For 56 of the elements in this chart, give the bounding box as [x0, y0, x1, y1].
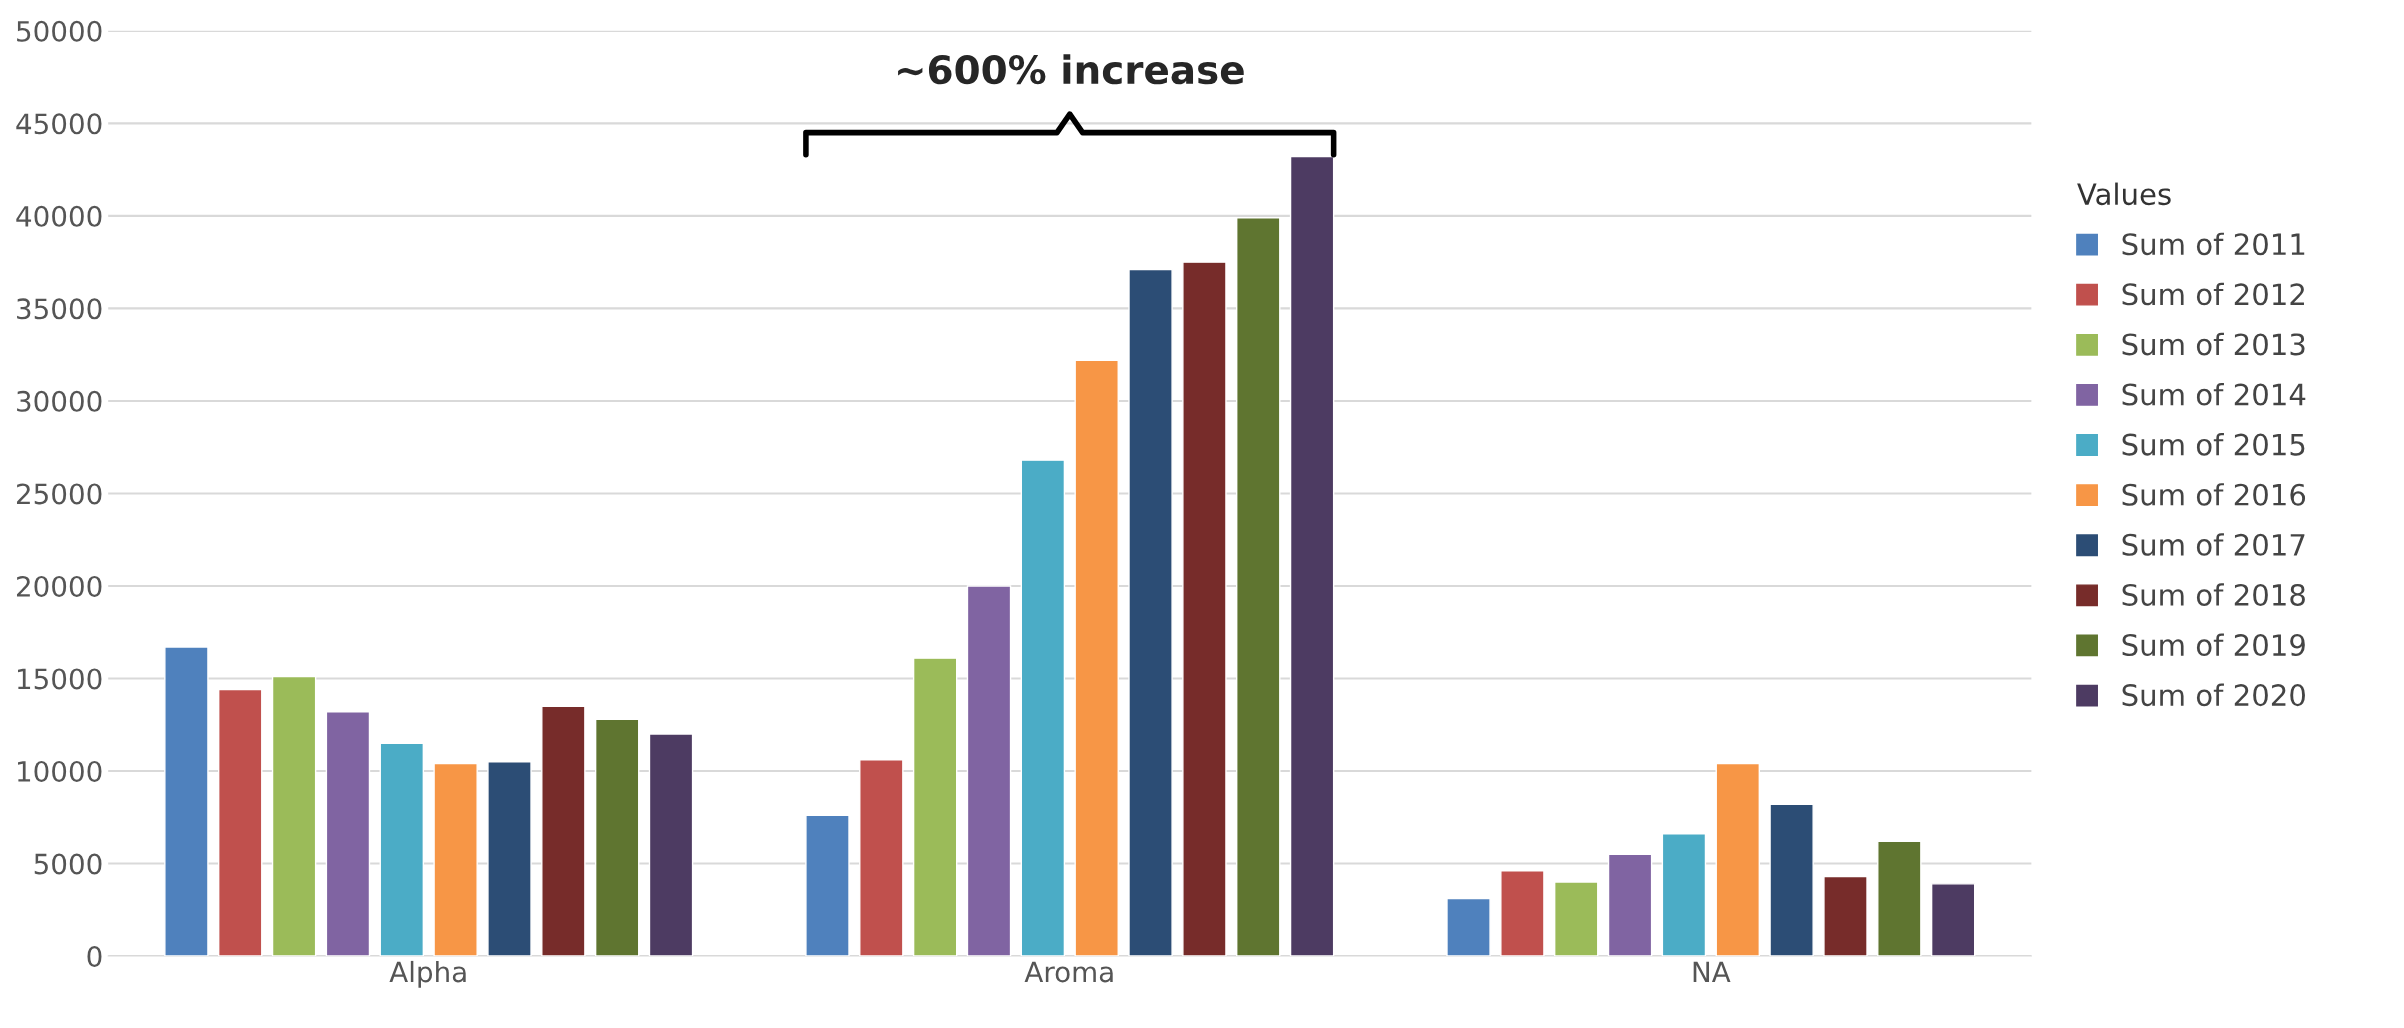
bar — [1877, 840, 1922, 957]
bar — [164, 646, 209, 957]
bar — [1020, 459, 1066, 957]
x-tick-label: Alpha — [389, 960, 466, 988]
bar — [1769, 803, 1814, 957]
annotation: ~600% increase — [898, 54, 1244, 85]
legend-label: Sum of 2020 — [2122, 683, 2305, 707]
bar — [1289, 155, 1335, 957]
bar — [594, 718, 640, 957]
legend-label: Sum of 2014 — [2122, 382, 2306, 406]
bar — [1553, 881, 1599, 957]
bar — [859, 759, 904, 957]
y-tick-label: 45000 — [16, 113, 102, 135]
y-tick-label: 35000 — [17, 298, 102, 320]
legend-label: Sum of 2017 — [2122, 533, 2305, 556]
bar — [379, 742, 425, 957]
legend-label: Sum of 2013 — [2122, 332, 2305, 356]
bar — [433, 762, 478, 957]
bar — [966, 585, 1012, 957]
bar — [325, 711, 371, 957]
bar — [487, 761, 532, 957]
bar — [1823, 875, 1868, 957]
y-tick-label: 20000 — [16, 575, 102, 597]
y-tick-label: 15000 — [18, 668, 102, 690]
y-tick-label: 5000 — [34, 853, 102, 875]
legend-label: Sum of 2011 — [2122, 232, 2305, 256]
bar — [218, 688, 263, 957]
x-tick-label: NA — [1693, 961, 1731, 983]
bar — [271, 675, 317, 957]
bar — [1446, 897, 1491, 957]
y-tick-label: 25000 — [16, 483, 102, 505]
y-tick-label: 40000 — [16, 205, 102, 227]
y-tick-label: 30000 — [17, 390, 102, 412]
bar — [1607, 853, 1653, 957]
bar — [1930, 883, 1976, 957]
bar — [1074, 359, 1119, 957]
bar — [805, 814, 850, 957]
bar — [1236, 217, 1281, 957]
bar — [1128, 268, 1173, 957]
y-tick-label: 0 — [87, 945, 102, 967]
legend-label: Sum of 2012 — [2122, 282, 2304, 306]
bar — [1661, 833, 1707, 957]
x-tick-label: Aroma — [1024, 961, 1113, 983]
legend-label: Sum of 2019 — [2122, 633, 2305, 657]
bar — [648, 733, 694, 957]
y-tick-label: 10000 — [18, 760, 102, 782]
bar — [912, 657, 958, 957]
legend-title: Values — [2077, 182, 2171, 206]
bar — [1715, 762, 1761, 957]
legend-label: Sum of 2016 — [2122, 483, 2306, 506]
bar — [1182, 261, 1227, 957]
legend-label: Sum of 2015 — [2122, 433, 2305, 456]
y-tick-label: 50000 — [17, 20, 102, 42]
bar — [541, 705, 586, 957]
bar — [1500, 870, 1545, 957]
legend-label: Sum of 2018 — [2122, 583, 2305, 606]
